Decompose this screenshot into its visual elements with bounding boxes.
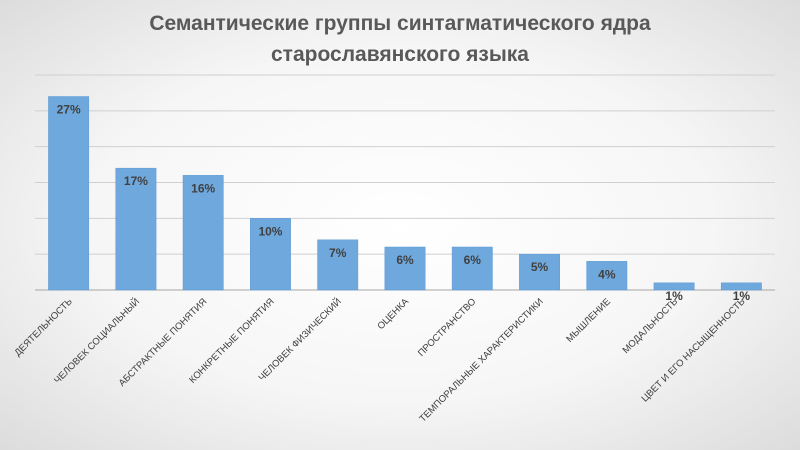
bar xyxy=(653,282,695,291)
data-label: 6% xyxy=(464,253,482,267)
data-label: 4% xyxy=(598,267,616,281)
bar xyxy=(384,246,426,291)
category-label: ПРОСТРАНСТВО xyxy=(416,296,478,358)
bar xyxy=(720,282,762,291)
category-label: МЫШЛЕНИЕ xyxy=(564,296,613,345)
bar xyxy=(182,175,224,291)
bar xyxy=(250,218,291,291)
data-label: 17% xyxy=(124,174,148,188)
chart-title-line-2: старославянского языка xyxy=(271,43,529,66)
data-label: 10% xyxy=(258,224,282,238)
category-label: ОЦЕНКА xyxy=(375,296,411,332)
data-label: 1% xyxy=(733,289,751,303)
data-label: 7% xyxy=(329,246,347,260)
data-label: 5% xyxy=(531,260,549,274)
bar xyxy=(317,239,359,291)
category-label: ДЕЯТЕЛЬНОСТЬ xyxy=(12,296,74,358)
data-label: 16% xyxy=(191,181,215,195)
bar xyxy=(48,96,90,291)
data-label: 1% xyxy=(665,289,683,303)
chart-title-line-1: Семантические группы синтагматического я… xyxy=(149,12,651,35)
chart-title: Семантические группы синтагматического я… xyxy=(0,8,800,70)
data-label: 6% xyxy=(396,253,414,267)
bar xyxy=(115,167,157,291)
bar xyxy=(586,261,628,291)
category-label: ТЕМПОРАЛЬНЫЕ ХАРАКТЕРИСТИКИ xyxy=(417,296,545,424)
bar xyxy=(519,253,560,291)
data-label: 27% xyxy=(57,103,81,117)
bar xyxy=(451,246,493,291)
category-label: МОДАЛЬНОСТЬ xyxy=(621,296,681,356)
